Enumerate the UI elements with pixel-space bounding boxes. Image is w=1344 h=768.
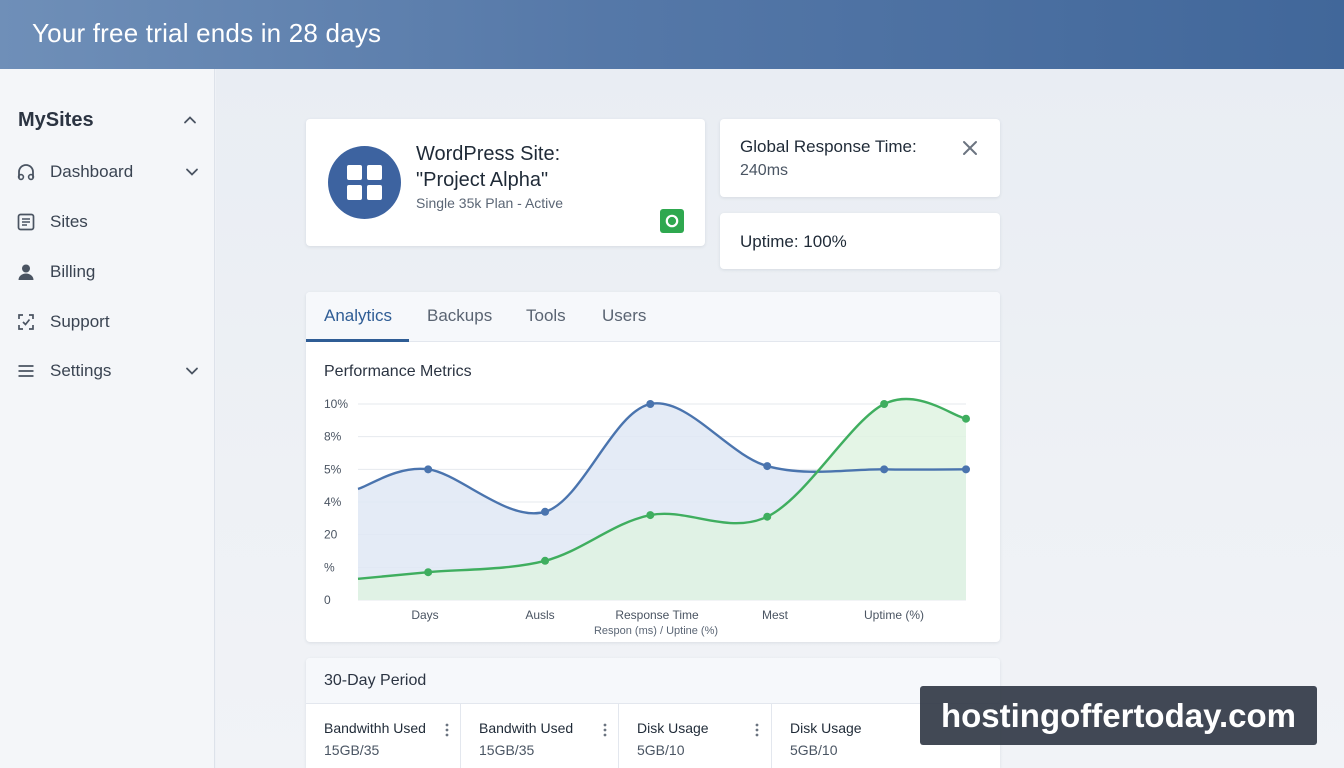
- sidebar-item-settings[interactable]: Settings: [16, 356, 200, 386]
- sites-icon: [16, 212, 36, 232]
- tab-analytics[interactable]: Analytics: [324, 306, 393, 325]
- response-time-label: Global Response Time:: [740, 137, 917, 156]
- metric-label: Disk Usage: [637, 720, 709, 736]
- chevron-up-icon[interactable]: [182, 112, 198, 128]
- uptime-label: Uptime: 100%: [740, 232, 847, 251]
- data-point: [763, 512, 772, 521]
- site-plan-status: Single 35k Plan - Active: [416, 195, 564, 211]
- dashboard-icon: [16, 162, 36, 182]
- metric-value: 5GB/10: [790, 742, 838, 758]
- data-point: [646, 400, 655, 408]
- metric-label: Disk Usage: [790, 720, 862, 736]
- data-point: [880, 400, 889, 408]
- data-point: [763, 462, 772, 471]
- performance-chart: 10% 8% 5% 4% 20% 0 Days Ausls Response Time Mest U…: [324, 397, 970, 637]
- tab-users[interactable]: Users: [602, 306, 647, 325]
- support-icon: [16, 312, 36, 332]
- site-card[interactable]: WordPress Site: "Project Alpha" Single 3…: [306, 119, 705, 246]
- data-point: [424, 465, 433, 474]
- x-tick-label: Mest: [762, 608, 789, 622]
- sidebar-item-label: Billing: [50, 262, 96, 281]
- response-time-card: Global Response Time: 240ms: [720, 119, 1000, 197]
- y-tick-label: 10%: [324, 397, 348, 411]
- y-tick-label: 0: [324, 593, 331, 607]
- close-icon[interactable]: [960, 138, 980, 158]
- uptime-card: Uptime: 100%: [720, 213, 1000, 269]
- sidebar-item-sites[interactable]: Sites: [16, 207, 200, 237]
- watermark: hostingoffertoday.com: [920, 686, 1317, 745]
- tab-tools[interactable]: Tools: [526, 306, 566, 325]
- series-area-1: [358, 398, 966, 600]
- data-point: [962, 465, 970, 474]
- sidebar-item-label: Settings: [50, 361, 112, 380]
- user-icon: [16, 262, 36, 282]
- watermark-text: hostingoffertoday.com: [940, 697, 1297, 734]
- metric-value: 15GB/35: [479, 742, 535, 758]
- refresh-icon: [665, 214, 679, 228]
- chart-title: Performance Metrics: [324, 363, 472, 380]
- status-indicator: [660, 209, 684, 233]
- menu-icon: [16, 361, 36, 381]
- more-options-icon[interactable]: [603, 722, 607, 738]
- data-point: [424, 568, 433, 577]
- chevron-down-icon[interactable]: [184, 164, 200, 180]
- y-tick-label: 4%: [324, 495, 342, 509]
- sidebar-item-label: Support: [50, 312, 110, 331]
- site-logo: [328, 146, 401, 219]
- sidebar-item-label: Sites: [50, 212, 88, 231]
- sidebar: MySites Dashboard Sites Billing Support: [0, 69, 215, 768]
- sidebar-title: MySites: [18, 108, 94, 131]
- period-header: 30-Day Period: [306, 658, 1000, 704]
- tab-bar: Analytics Backups Tools Users: [306, 292, 1000, 342]
- metric-disk-2[interactable]: Disk Usage 5GB/10: [772, 704, 1000, 768]
- data-point: [541, 556, 550, 565]
- sidebar-header[interactable]: MySites: [18, 107, 198, 133]
- metric-label: Bandwithh Used: [324, 720, 426, 736]
- site-title-line2: "Project Alpha": [416, 169, 549, 191]
- metric-bandwidth-1[interactable]: Bandwithh Used 15GB/35: [306, 704, 461, 768]
- metric-bandwidth-2[interactable]: Bandwith Used 15GB/35: [461, 704, 619, 768]
- data-point: [880, 465, 889, 474]
- tab-backups[interactable]: Backups: [427, 306, 493, 325]
- response-time-value: 240ms: [740, 162, 789, 179]
- metric-value: 5GB/10: [637, 742, 685, 758]
- metric-label: Bandwith Used: [479, 720, 574, 736]
- y-tick-label: 5%: [324, 462, 342, 476]
- y-tick-label: %: [324, 560, 335, 574]
- data-point: [962, 414, 970, 423]
- chevron-down-icon[interactable]: [184, 363, 200, 379]
- active-tab-indicator: [306, 339, 409, 342]
- period-panel: 30-Day Period Bandwithh Used 15GB/35 Ban…: [306, 658, 1000, 768]
- x-axis-label: Respon (ms) / Uptine (%): [594, 625, 718, 637]
- analytics-panel: Analytics Backups Tools Users Performanc…: [306, 292, 1000, 642]
- trial-banner: Your free trial ends in 28 days: [0, 0, 1344, 69]
- metric-value: 15GB/35: [324, 742, 380, 758]
- data-point: [646, 511, 655, 520]
- sidebar-item-dashboard[interactable]: Dashboard: [16, 157, 200, 187]
- sidebar-item-billing[interactable]: Billing: [16, 257, 200, 287]
- x-tick-label: Response Time: [615, 608, 699, 622]
- y-tick-label: 8%: [324, 430, 342, 444]
- more-options-icon[interactable]: [445, 722, 449, 738]
- x-tick-label: Uptime (%): [864, 608, 924, 622]
- trial-banner-text: Your free trial ends in 28 days: [32, 18, 382, 48]
- y-tick-label: 20: [324, 528, 338, 542]
- grid-icon: [347, 165, 382, 200]
- site-title: WordPress Site: "Project Alpha": [416, 141, 560, 193]
- site-title-line1: WordPress Site:: [416, 143, 561, 165]
- period-title: 30-Day Period: [324, 672, 427, 689]
- metric-disk-1[interactable]: Disk Usage 5GB/10: [619, 704, 772, 768]
- sidebar-item-label: Dashboard: [50, 162, 134, 181]
- data-point: [541, 507, 550, 516]
- sidebar-item-support[interactable]: Support: [16, 307, 200, 337]
- x-tick-label: Ausls: [525, 608, 554, 622]
- more-options-icon[interactable]: [755, 722, 759, 738]
- x-tick-label: Days: [411, 608, 438, 622]
